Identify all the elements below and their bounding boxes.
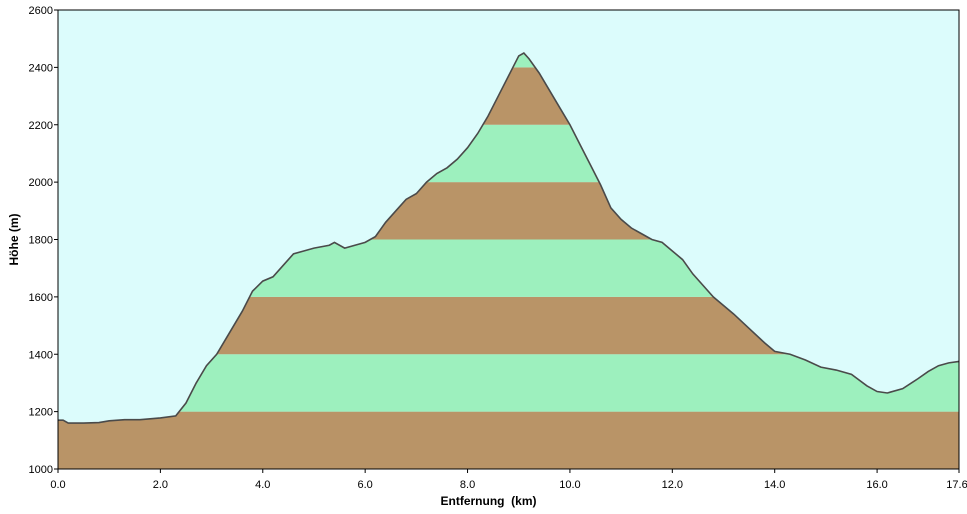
x-tick-label: 6.0 xyxy=(358,479,373,491)
y-axis: 1000 1200 1400 1600 1800 2000 2200 2400 2600 xyxy=(29,5,58,476)
y-tick-label: 2200 xyxy=(29,120,53,132)
x-tick-label: 14.0 xyxy=(764,479,785,491)
y-tick-label: 2400 xyxy=(29,62,53,74)
elevation-profile-line xyxy=(58,52,960,424)
x-tick-label: 17.6 xyxy=(946,479,967,491)
y-tick-label: 1800 xyxy=(29,235,53,247)
x-tick-label: 10.0 xyxy=(559,479,580,491)
y-tick-label: 1000 xyxy=(29,464,53,476)
x-tick-label: 2.0 xyxy=(153,479,168,491)
y-tick-label: 1600 xyxy=(29,292,53,304)
x-axis: 0.0 2.0 4.0 6.0 8.0 10.0 12.0 14.0 16.0 17.6 xyxy=(50,469,967,491)
x-tick-label: 0.0 xyxy=(50,479,65,491)
y-tick-label: 1400 xyxy=(29,349,53,361)
x-tick-label: 16.0 xyxy=(866,479,887,491)
y-tick-label: 1200 xyxy=(29,407,53,419)
x-axis-title: Entfernung (km) xyxy=(441,494,537,508)
x-tick-label: 4.0 xyxy=(255,479,270,491)
x-tick-label: 8.0 xyxy=(460,479,475,491)
elevation-band xyxy=(58,411,959,469)
y-axis-title: Höhe (m) xyxy=(7,214,21,266)
y-tick-label: 2600 xyxy=(29,5,53,17)
y-tick-label: 2000 xyxy=(29,177,53,189)
x-tick-label: 12.0 xyxy=(662,479,683,491)
